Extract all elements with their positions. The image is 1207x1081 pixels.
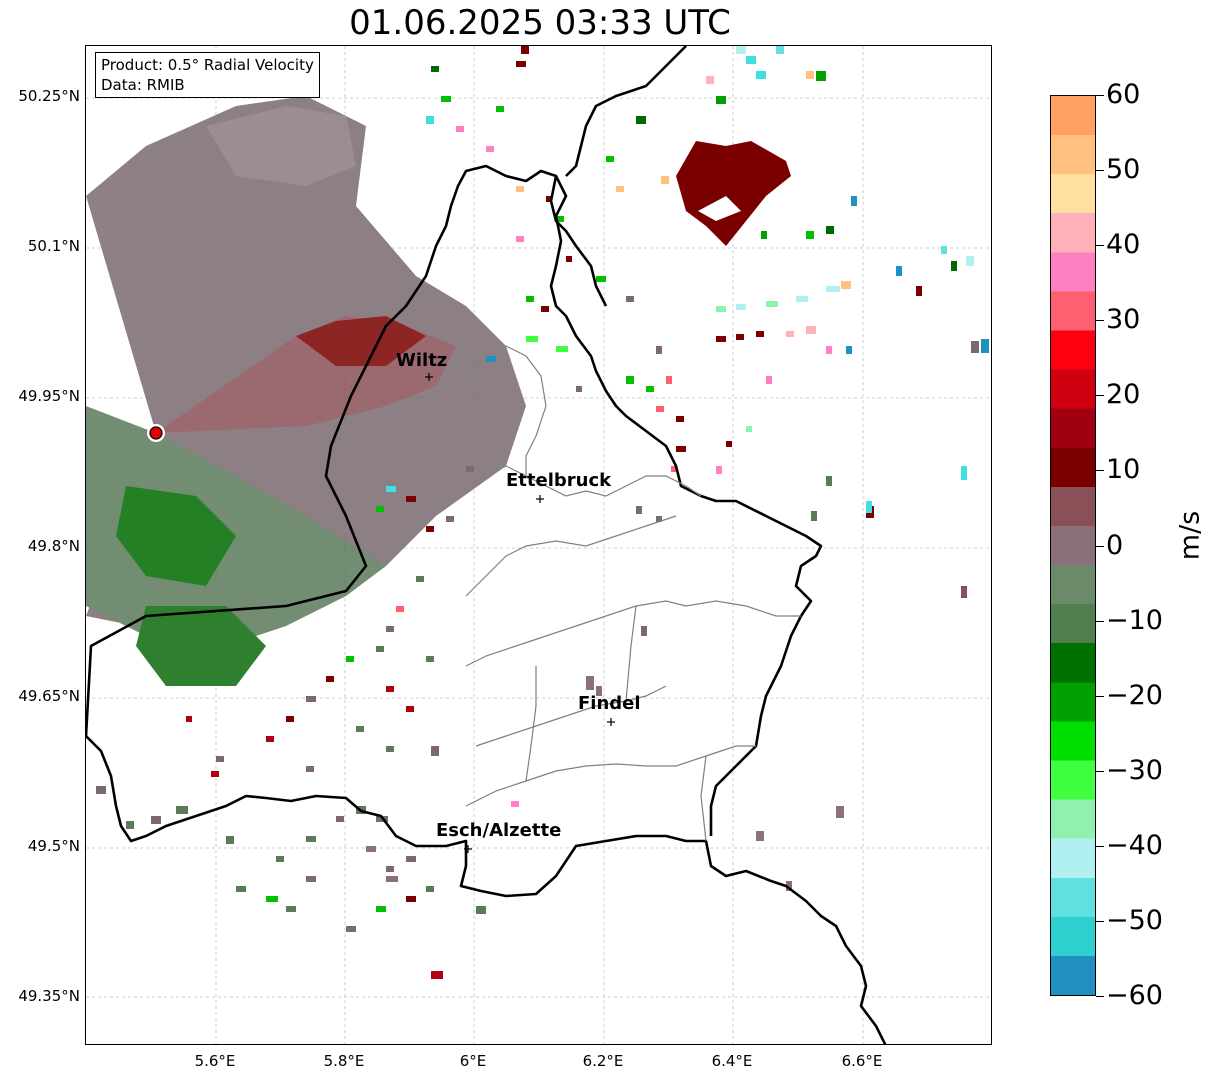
lon-tick-label: 6.4°E (711, 1052, 753, 1070)
colorbar-tick-mark (1096, 996, 1104, 997)
lat-tick-label: 49.35°N (18, 987, 80, 1005)
colorbar-tick-label: −20 (1106, 679, 1163, 711)
colorbar-tick-label: −60 (1106, 980, 1163, 1011)
colorbar-tick-mark (1096, 170, 1104, 172)
colorbar-tick-label: 40 (1106, 229, 1141, 261)
colorbar-tick-mark (1096, 95, 1104, 96)
colorbar-tick-label: −50 (1106, 904, 1163, 936)
colorbar-tick-label: 10 (1106, 454, 1141, 486)
info-box: Product: 0.5° Radial Velocity Data: RMIB (95, 52, 320, 98)
colorbar-tick-label: −30 (1106, 754, 1163, 786)
colorbar-tick-mark (1096, 320, 1104, 322)
velocity-colorbar (1050, 95, 1096, 996)
map-title: 01.06.2025 03:33 UTC (349, 3, 731, 43)
radar-map-svg (86, 46, 991, 1044)
city-label-esch: Esch/Alzette (436, 820, 562, 841)
lat-tick-label: 49.8°N (27, 537, 80, 555)
city-label-wiltz: Wiltz (396, 350, 448, 371)
lon-tick-label: 6°E (459, 1052, 487, 1070)
lon-tick-label: 6.6°E (841, 1052, 883, 1070)
district-borders (465, 345, 801, 842)
lon-tick-label: 5.8°E (323, 1052, 365, 1070)
colorbar-tick-mark (1096, 695, 1104, 697)
colorbar-tick-mark (1096, 620, 1104, 622)
lon-tick-label: 5.6°E (194, 1052, 236, 1070)
lat-tick-label: 50.25°N (18, 87, 80, 105)
colorbar-tick-mark (1096, 545, 1104, 547)
colorbar-tick-mark (1096, 395, 1104, 397)
colorbar-tick-label: −10 (1106, 604, 1163, 636)
colorbar-tick-label: −40 (1106, 829, 1163, 861)
colorbar-tick-label: 20 (1106, 379, 1141, 411)
colorbar-tick-mark (1096, 470, 1104, 472)
radar-marker (149, 426, 163, 440)
map-plot-area[interactable] (85, 45, 992, 1045)
lat-tick-label: 50.1°N (27, 237, 80, 255)
data-source-label: Data: RMIB (101, 76, 185, 94)
colorbar-tick-mark (1096, 770, 1104, 772)
product-label: Product: 0.5° Radial Velocity (101, 56, 314, 74)
colorbar-tick-mark (1096, 245, 1104, 247)
colorbar-tick-label: 60 (1106, 79, 1141, 110)
colorbar-tick-label: 0 (1106, 529, 1124, 561)
lat-tick-label: 49.65°N (18, 687, 80, 705)
storm-cell-ne (676, 141, 791, 246)
colorbar-tick-mark (1096, 845, 1104, 847)
colorbar-unit-label: m/s (1174, 510, 1206, 561)
lat-tick-label: 49.5°N (27, 837, 80, 855)
colorbar-tick-label: 50 (1106, 154, 1141, 186)
city-label-ettelbruck: Ettelbruck (506, 470, 612, 491)
colorbar-tick-label: 30 (1106, 304, 1141, 336)
city-label-findel: Findel (578, 693, 641, 714)
lat-tick-label: 49.95°N (18, 387, 80, 405)
city-markers (425, 373, 615, 853)
country-borders (86, 46, 887, 1044)
lon-tick-label: 6.2°E (582, 1052, 624, 1070)
colorbar-tick-mark (1096, 920, 1104, 922)
